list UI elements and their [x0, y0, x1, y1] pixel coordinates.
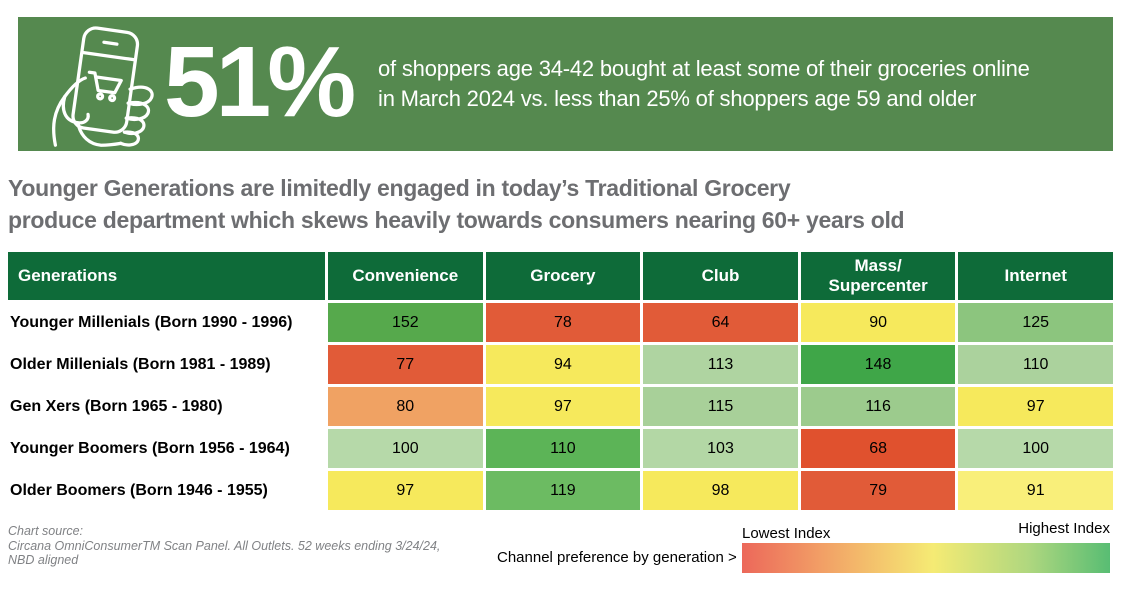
chart-source-label: Chart source:	[8, 524, 84, 538]
row-label: Older Millenials (Born 1981 - 1989)	[8, 345, 325, 384]
heatmap-cell: 97	[328, 471, 483, 510]
heatmap-cell: 68	[800, 429, 956, 468]
heatmap-cell: 113	[643, 345, 798, 384]
heatmap-cell: 125	[958, 303, 1113, 342]
heatmap-cell: 80	[328, 387, 483, 426]
row-label: Younger Millenials (Born 1990 - 1996)	[8, 303, 325, 342]
heatmap-cell: 100	[958, 429, 1113, 468]
heatmap-cell: 103	[643, 429, 798, 468]
heatmap-cell: 97	[958, 387, 1113, 426]
heatmap-cell: 91	[958, 471, 1113, 510]
heatmap-cell: 94	[485, 345, 641, 384]
heatmap-cell: 148	[800, 345, 956, 384]
stat-banner: 51% of shoppers age 34-42 bought at leas…	[18, 17, 1113, 151]
page-title-line2: produce department which skews heavily t…	[8, 207, 905, 233]
column-header-club: Club	[643, 252, 798, 300]
heatmap-cell: 79	[800, 471, 956, 510]
heatmap-cell: 97	[485, 387, 641, 426]
row-label: Older Boomers (Born 1946 - 1955)	[8, 471, 325, 510]
row-label: Younger Boomers (Born 1956 - 1964)	[8, 429, 325, 468]
column-header-internet: Internet	[958, 252, 1113, 300]
column-header-grocery: Grocery	[485, 252, 641, 300]
heatmap-cell: 98	[643, 471, 798, 510]
column-header-convenience: Convenience	[328, 252, 483, 300]
heatmap-table: Generations Convenience Grocery Club Mass/ S…	[8, 252, 1113, 510]
stat-description: of shoppers age 34-42 bought at least so…	[378, 54, 1030, 114]
legend-lowest-label: Lowest Index	[742, 525, 831, 542]
page-title-line1: Younger Generations are limitedly engage…	[8, 175, 791, 201]
heatmap-cell: 116	[800, 387, 956, 426]
heatmap-cell: 90	[800, 303, 956, 342]
heatmap-cell: 77	[328, 345, 483, 384]
stat-value: 51%	[164, 26, 356, 138]
heatmap-cell: 78	[485, 303, 641, 342]
row-label: Gen Xers (Born 1965 - 1980)	[8, 387, 325, 426]
chart-source-line2: NBD aligned	[8, 553, 79, 567]
heatmap-cell: 100	[328, 429, 483, 468]
heatmap-cell: 110	[958, 345, 1113, 384]
hand-holding-phone-shopping-cart-icon	[52, 26, 154, 147]
legend-note: Channel preference by generation >	[497, 549, 737, 566]
legend-gradient-bar	[742, 543, 1110, 573]
stat-description-line2: in March 2024 vs. less than 25% of shopp…	[378, 86, 977, 111]
row-header-generations: Generations	[8, 252, 325, 300]
column-header-mass: Mass/ Supercenter	[800, 252, 956, 300]
stat-description-line1: of shoppers age 34-42 bought at least so…	[378, 56, 1030, 81]
page-title: Younger Generations are limitedly engage…	[8, 172, 905, 236]
heatmap-cell: 110	[485, 429, 641, 468]
heatmap-cell: 115	[643, 387, 798, 426]
chart-source-note: Chart source: Circana OmniConsumerTM Sca…	[8, 524, 440, 568]
chart-source-line1: Circana OmniConsumerTM Scan Panel. All O…	[8, 538, 441, 553]
heatmap-cell: 152	[328, 303, 483, 342]
heatmap-cell: 119	[485, 471, 641, 510]
legend-highest-label: Highest Index	[1018, 520, 1110, 537]
heatmap-cell: 64	[643, 303, 798, 342]
